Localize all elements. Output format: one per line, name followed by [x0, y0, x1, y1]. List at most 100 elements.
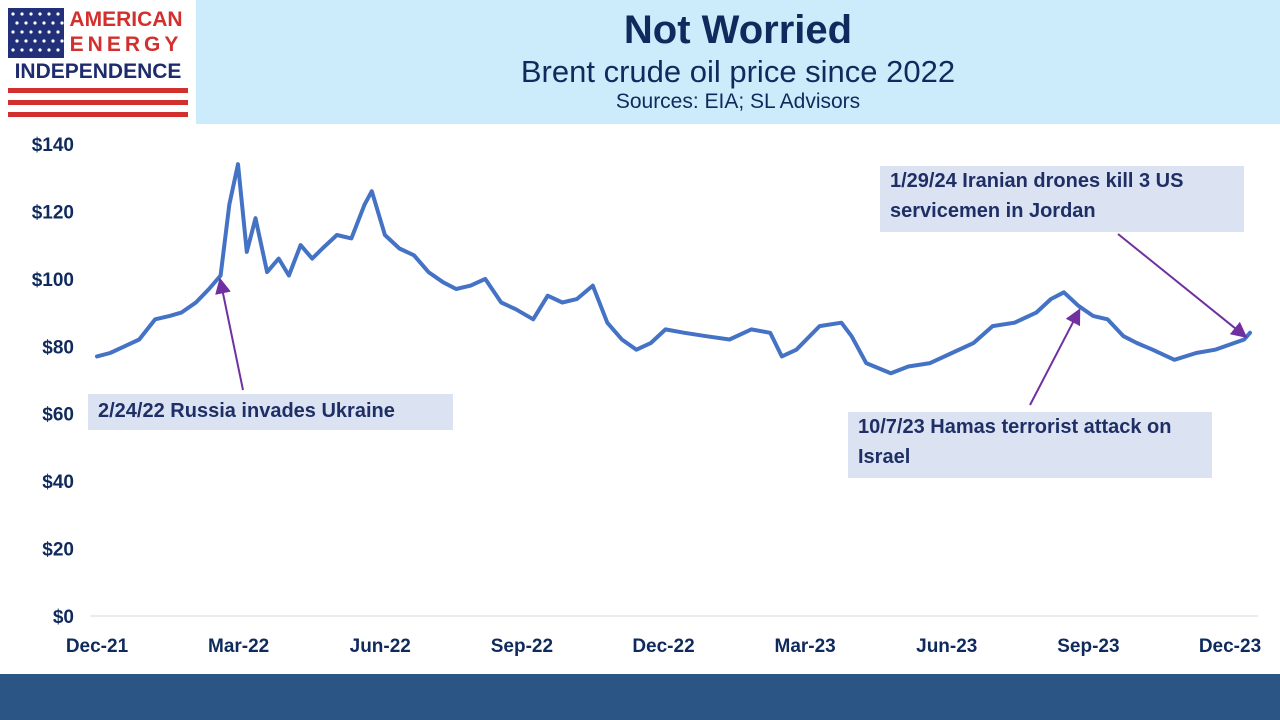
- logo-stripe: [8, 88, 188, 93]
- price-chart: $0 $20 $40 $60 $80 $100 $120 $140 Dec-21 Mar-22 J…: [32, 135, 1261, 657]
- data-point: [1062, 290, 1066, 294]
- data-point: [179, 311, 183, 315]
- logo-star: [60, 21, 64, 25]
- data-point: [605, 321, 609, 325]
- logo-text-2: ENERGY: [70, 33, 183, 56]
- data-point: [95, 354, 99, 358]
- data-point: [928, 361, 932, 365]
- logo-star: [20, 30, 24, 34]
- data-point: [780, 354, 784, 358]
- data-point: [123, 344, 127, 348]
- data-point: [560, 300, 564, 304]
- data-point: [454, 287, 458, 291]
- data-point: [1151, 348, 1155, 352]
- data-point: [168, 314, 172, 318]
- data-point: [575, 297, 579, 301]
- annotation-russia: 2/24/22 Russia invades Ukraine: [88, 394, 453, 430]
- logo-text-3: INDEPENDENCE: [15, 60, 182, 83]
- data-point: [349, 236, 353, 240]
- data-point: [1194, 351, 1198, 355]
- data-point: [363, 203, 367, 207]
- data-point: [194, 300, 198, 304]
- logo-stripe: [8, 112, 188, 117]
- data-point: [277, 257, 281, 261]
- data-point: [287, 273, 291, 277]
- data-point: [634, 348, 638, 352]
- y-tick-label: $60: [42, 405, 74, 426]
- logo-star: [11, 48, 15, 52]
- data-point: [664, 327, 668, 331]
- data-point: [950, 351, 954, 355]
- logo-stars: [11, 12, 64, 52]
- y-tick-label: $20: [42, 540, 74, 561]
- annotation-iran: 1/29/24 Iranian drones kill 3 US service…: [880, 166, 1244, 232]
- x-tick-label: Dec-21: [66, 636, 129, 657]
- sources-note: Sources: EIA; SL Advisors: [615, 90, 861, 113]
- logo-star: [24, 21, 28, 25]
- logo-star: [29, 30, 33, 34]
- logo-star-field: [8, 8, 64, 58]
- data-point: [514, 307, 518, 311]
- x-axis: Dec-21 Mar-22 Jun-22 Sep-22 Dec-22 Mar-23 Jun-…: [66, 636, 1261, 657]
- logo-star: [15, 21, 19, 25]
- data-point: [108, 351, 112, 355]
- data-point: [397, 247, 401, 251]
- x-tick-label: Sep-23: [1057, 636, 1119, 657]
- data-point: [1091, 314, 1095, 318]
- data-point: [499, 300, 503, 304]
- data-point: [219, 273, 223, 277]
- logo-star: [20, 48, 24, 52]
- data-point: [531, 317, 535, 321]
- data-point: [649, 341, 653, 345]
- logo-text-1: AMERICAN: [69, 8, 182, 31]
- y-tick-label: $140: [32, 135, 74, 156]
- data-point: [310, 257, 314, 261]
- data-point: [1122, 334, 1126, 338]
- data-point: [704, 334, 708, 338]
- logo-star: [11, 12, 15, 16]
- data-point: [972, 341, 976, 345]
- logo-star: [42, 39, 46, 43]
- data-point: [299, 243, 303, 247]
- y-tick-label: $100: [32, 270, 74, 291]
- x-tick-label: Jun-22: [350, 636, 411, 657]
- data-point: [320, 247, 324, 251]
- data-point: [591, 284, 595, 288]
- data-point: [265, 270, 269, 274]
- header: Not Worried Brent crude oil price since …: [196, 0, 1280, 124]
- data-point: [794, 348, 798, 352]
- y-axis: $0 $20 $40 $60 $80 $100 $120 $140: [32, 135, 74, 628]
- logo-star: [38, 48, 42, 52]
- data-point: [889, 371, 893, 375]
- data-point: [1242, 338, 1246, 342]
- data-point: [427, 270, 431, 274]
- data-points: [95, 162, 1252, 375]
- data-point: [207, 287, 211, 291]
- data-point: [483, 277, 487, 281]
- page-title: Not Worried: [623, 8, 853, 52]
- logo-stripe: [8, 100, 188, 105]
- logo-graphic: AMERICAN ENERGY INDEPENDENCE: [8, 8, 188, 117]
- logo-star: [47, 12, 51, 16]
- logo-star: [11, 30, 15, 34]
- y-tick-label: $0: [53, 607, 74, 628]
- data-point: [153, 317, 157, 321]
- annotation-arrow: [1029, 308, 1081, 406]
- data-point: [749, 327, 753, 331]
- data-point: [620, 338, 624, 342]
- data-point: [137, 338, 141, 342]
- brent-price-line: [95, 162, 1252, 376]
- logo-star: [60, 39, 64, 43]
- logo-star: [47, 48, 51, 52]
- data-point: [469, 284, 473, 288]
- logo-star: [51, 21, 55, 25]
- data-point: [441, 280, 445, 284]
- annotation-arrow: [215, 277, 244, 391]
- x-tick-label: Dec-22: [632, 636, 694, 657]
- annotation-hamas: 10/7/23 Hamas terrorist attack on Israel: [848, 412, 1212, 478]
- annotation-arrow: [1117, 233, 1248, 339]
- data-point: [682, 331, 686, 335]
- footer-bar: [0, 674, 1280, 720]
- logo-star: [38, 30, 42, 34]
- logo-star: [24, 39, 28, 43]
